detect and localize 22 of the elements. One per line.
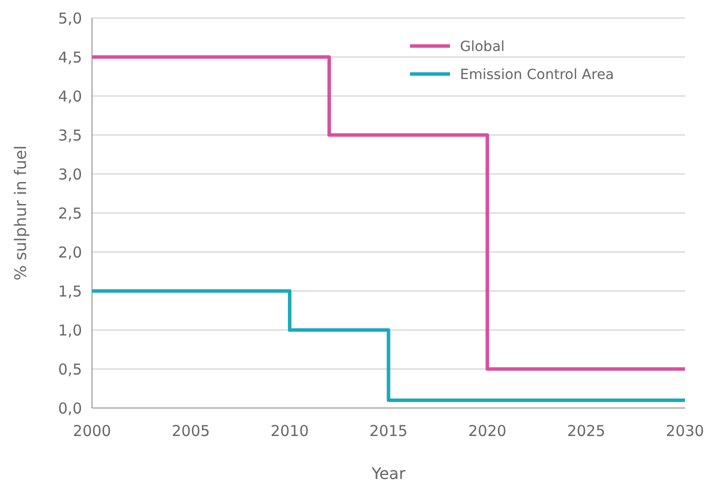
y-tick-label: 4,5 bbox=[58, 48, 82, 66]
legend-label: Emission Control Area bbox=[460, 66, 614, 83]
y-tick-label: 1,0 bbox=[58, 321, 82, 340]
y-tick-label: 0,5 bbox=[58, 360, 82, 378]
y-tick-label: 1,5 bbox=[58, 282, 82, 300]
x-tick-label: 2015 bbox=[369, 422, 408, 440]
x-tick-label: 2010 bbox=[270, 422, 309, 440]
x-tick-label: 2000 bbox=[72, 422, 112, 440]
legend-label: Global bbox=[460, 38, 505, 55]
x-axis-title: Year bbox=[370, 464, 406, 483]
x-tick-label: 2025 bbox=[567, 422, 606, 440]
x-tick-label: 2030 bbox=[666, 422, 704, 440]
x-tick-label: 2005 bbox=[172, 422, 210, 440]
x-tick-label: 2020 bbox=[468, 422, 506, 440]
y-tick-label: 2,0 bbox=[58, 243, 82, 262]
y-tick-label: 3,0 bbox=[58, 165, 82, 184]
y-tick-label: 3,5 bbox=[58, 126, 82, 144]
y-tick-label: 4,0 bbox=[58, 87, 82, 106]
y-tick-label: 0,0 bbox=[58, 399, 82, 418]
y-axis-title: % sulphur in fuel bbox=[11, 145, 30, 281]
y-tick-label: 5,0 bbox=[58, 9, 82, 28]
y-tick-label: 2,5 bbox=[58, 204, 82, 222]
